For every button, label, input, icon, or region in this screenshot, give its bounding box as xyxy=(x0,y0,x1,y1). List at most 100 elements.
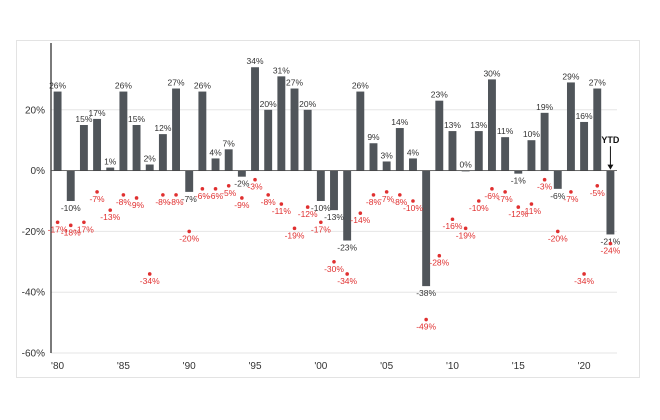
bar-value-label: -1% xyxy=(511,176,527,186)
intra-year-decline-dot xyxy=(266,193,270,197)
intra-year-decline-label: -16% xyxy=(443,221,463,231)
bar-value-label: 4% xyxy=(209,147,222,157)
intra-year-decline-label: -7% xyxy=(563,194,579,204)
intra-year-decline-dot xyxy=(582,272,586,276)
bar-value-label: 15% xyxy=(128,114,145,124)
intra-year-decline-label: -6% xyxy=(484,191,500,201)
bar-value-label: 27% xyxy=(286,78,303,88)
y-tick-label: 0% xyxy=(31,166,46,177)
intra-year-decline-label: -3% xyxy=(247,182,263,192)
intra-year-decline-label: -24% xyxy=(600,246,620,256)
intra-year-decline-dot xyxy=(240,196,244,200)
intra-year-decline-dot xyxy=(555,229,560,234)
intra-year-decline-label: -5% xyxy=(221,188,237,198)
bar xyxy=(409,158,417,171)
bar xyxy=(303,109,312,171)
intra-year-decline-dot xyxy=(516,205,521,209)
bar-value-label: -21% xyxy=(600,236,620,246)
intra-year-decline-label: -20% xyxy=(548,233,568,243)
intra-year-decline-label: -17% xyxy=(74,224,94,234)
intra-year-decline-dot xyxy=(463,226,468,231)
bar-value-label: -38% xyxy=(416,288,436,298)
bar xyxy=(66,170,75,201)
bar-value-label: 20% xyxy=(299,99,316,109)
intra-year-decline-label: -49% xyxy=(416,322,436,332)
intra-year-decline-label: -8% xyxy=(155,197,171,207)
bar xyxy=(540,112,549,171)
intra-year-decline-dot xyxy=(450,217,455,222)
intra-year-decline-label: -3% xyxy=(537,182,553,192)
intra-year-decline-label: -34% xyxy=(337,276,357,286)
bar-value-label: -13% xyxy=(324,212,344,222)
intra-year-decline-label: -5% xyxy=(590,188,606,198)
intra-year-decline-label: -34% xyxy=(140,276,160,286)
ytd-annotation-label: YTD xyxy=(601,135,620,145)
bar-value-label: 11% xyxy=(497,126,514,136)
bar xyxy=(356,91,365,171)
intra-year-decline-dot xyxy=(424,317,428,322)
intra-year-decline-label: -20% xyxy=(179,233,199,243)
intra-year-decline-label: -19% xyxy=(285,230,305,240)
bar-value-label: 0% xyxy=(459,160,472,170)
intra-year-decline-label: -12% xyxy=(508,209,528,219)
bar xyxy=(53,91,62,171)
intra-year-decline-label: -9% xyxy=(129,200,145,210)
bar xyxy=(580,121,589,171)
bar-value-label: -23% xyxy=(337,243,357,253)
intra-year-decline-dot xyxy=(147,272,152,276)
bar xyxy=(422,170,431,287)
intra-year-decline-dot xyxy=(55,220,60,225)
intra-year-decline-dot xyxy=(437,253,442,258)
bar xyxy=(93,118,102,171)
intra-year-decline-dot xyxy=(253,177,257,182)
bar xyxy=(474,131,483,171)
bar xyxy=(343,170,352,241)
intra-year-decline-label: -19% xyxy=(456,230,476,240)
intra-year-decline-dot xyxy=(411,199,415,203)
intra-year-decline-label: -13% xyxy=(100,212,120,222)
bar xyxy=(145,164,154,171)
intra-year-decline-dot xyxy=(358,211,363,215)
intra-year-decline-label: -17% xyxy=(48,224,68,234)
bar-value-label: -6% xyxy=(550,191,566,201)
intra-year-decline-dot xyxy=(490,187,494,191)
bar xyxy=(237,170,246,177)
intra-year-decline-dot xyxy=(542,177,547,182)
x-tick-label: '05 xyxy=(380,361,393,372)
bar-value-label: 20% xyxy=(260,99,277,109)
intra-year-decline-label: -8% xyxy=(261,197,277,207)
intra-year-decline-dot xyxy=(174,193,178,197)
bar-value-label: 13% xyxy=(470,120,487,130)
intra-year-decline-dot xyxy=(569,190,573,194)
bar-value-label: 13% xyxy=(444,120,461,130)
bar-value-label: 10% xyxy=(523,129,540,139)
intra-year-decline-dot xyxy=(82,220,86,225)
bar xyxy=(395,128,404,171)
bar-value-label: -7% xyxy=(182,194,198,204)
intra-year-decline-dot xyxy=(213,187,218,191)
intra-year-decline-label: -9% xyxy=(234,200,250,210)
intra-year-decline-dot xyxy=(476,199,481,203)
y-tick-label: -60% xyxy=(22,349,45,360)
intra-year-decline-label: -11% xyxy=(272,206,292,216)
intra-year-decline-dot xyxy=(108,208,113,212)
bar xyxy=(211,158,220,171)
intra-year-decline-label: -34% xyxy=(574,276,594,286)
x-tick-label: '95 xyxy=(248,361,261,372)
intra-year-decline-dot xyxy=(371,193,376,197)
intra-year-decline-dot xyxy=(529,202,534,206)
bar xyxy=(79,125,88,171)
bar-value-label: 27% xyxy=(589,78,606,88)
intra-year-decline-dot xyxy=(226,184,231,188)
bar-value-label: 9% xyxy=(367,132,380,142)
x-tick-label: '85 xyxy=(117,361,130,372)
intra-year-decline-label: -8% xyxy=(116,197,132,207)
bar-value-label: 26% xyxy=(115,81,132,91)
intra-year-decline-label: -8% xyxy=(168,197,184,207)
intra-year-decline-dot xyxy=(68,223,73,228)
intra-year-decline-label: -8% xyxy=(392,197,408,207)
bar xyxy=(290,88,299,171)
intra-year-decline-label: -7% xyxy=(379,194,395,204)
bar xyxy=(566,82,575,171)
bar xyxy=(277,76,286,171)
